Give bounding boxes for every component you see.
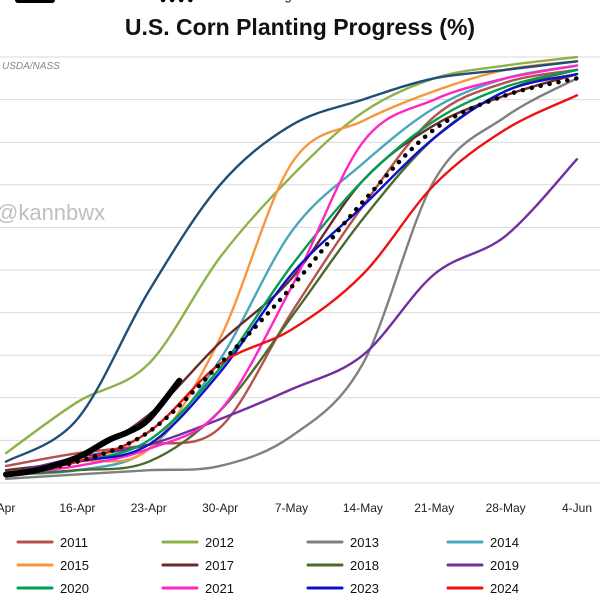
series-line-2023 (4, 72, 579, 476)
legend-label: 2011 (60, 535, 88, 550)
series-line-2015 (4, 60, 579, 476)
legend-label: 2025 (60, 0, 89, 3)
series-line-2020-2024-avg (3, 76, 580, 477)
series-lines (3, 55, 580, 480)
x-tick-label: 23-Apr (131, 501, 167, 515)
series-line-2012 (4, 55, 579, 455)
series-line-2013 (4, 77, 579, 480)
series-line-2025 (3, 377, 183, 478)
series-line-2016 (4, 60, 579, 463)
gridlines (0, 56, 600, 484)
chart-title: U.S. Corn Planting Progress (%) (124, 14, 476, 40)
legend-label: 2013 (350, 535, 379, 550)
x-tick-label: 7-May (275, 501, 308, 515)
legend-label: 2023 (350, 581, 379, 596)
watermark: @kannbwx (0, 200, 106, 225)
x-axis-ticks: Apr 16-Apr 23-Apr 30-Apr 7-May 14-May 21-May 28… (0, 501, 592, 515)
legend-label: 2012 (205, 535, 234, 550)
legend-label: 2015 (60, 558, 89, 573)
legend-label: 2019 (490, 558, 519, 573)
x-tick-label: Apr (0, 501, 15, 515)
series-line-2018 (4, 68, 579, 476)
series-line-2020 (4, 68, 579, 476)
legend-label: 2018 (350, 558, 379, 573)
legend-label: 2020 (60, 581, 89, 596)
legend-label: 2021 (205, 581, 234, 596)
series-line-2011 (4, 68, 579, 468)
series-line-2017 (4, 72, 579, 472)
x-tick-label: 14-May (343, 501, 383, 515)
x-tick-label: 30-Apr (202, 501, 238, 515)
source-note: USDA/NASS (2, 61, 60, 72)
x-tick-label: 21-May (414, 501, 454, 515)
x-tick-label: 16-Apr (59, 501, 95, 515)
series-line-2014 (4, 64, 579, 476)
x-tick-label: 28-May (486, 501, 526, 515)
x-tick-label: 4-Jun (562, 501, 592, 515)
legend-label: 2014 (490, 535, 519, 550)
legend-label: 2020-2024 avg (205, 0, 292, 3)
legend-label: 2017 (205, 558, 234, 573)
legend: 2011 2012 2013 2014 2015 2017 2018 2019 2020 2021… (15, 0, 519, 596)
series-line-2024 (4, 94, 579, 476)
legend-label: 2024 (490, 581, 519, 596)
